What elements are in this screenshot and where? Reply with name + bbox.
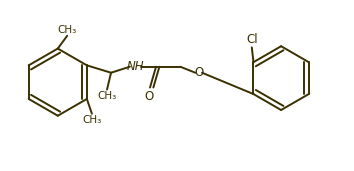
Text: O: O [194, 66, 203, 79]
Text: NH: NH [126, 60, 144, 73]
Text: CH₃: CH₃ [58, 25, 77, 35]
Text: O: O [144, 90, 153, 103]
Text: CH₃: CH₃ [82, 115, 102, 125]
Text: Cl: Cl [246, 33, 258, 46]
Text: CH₃: CH₃ [97, 90, 116, 101]
